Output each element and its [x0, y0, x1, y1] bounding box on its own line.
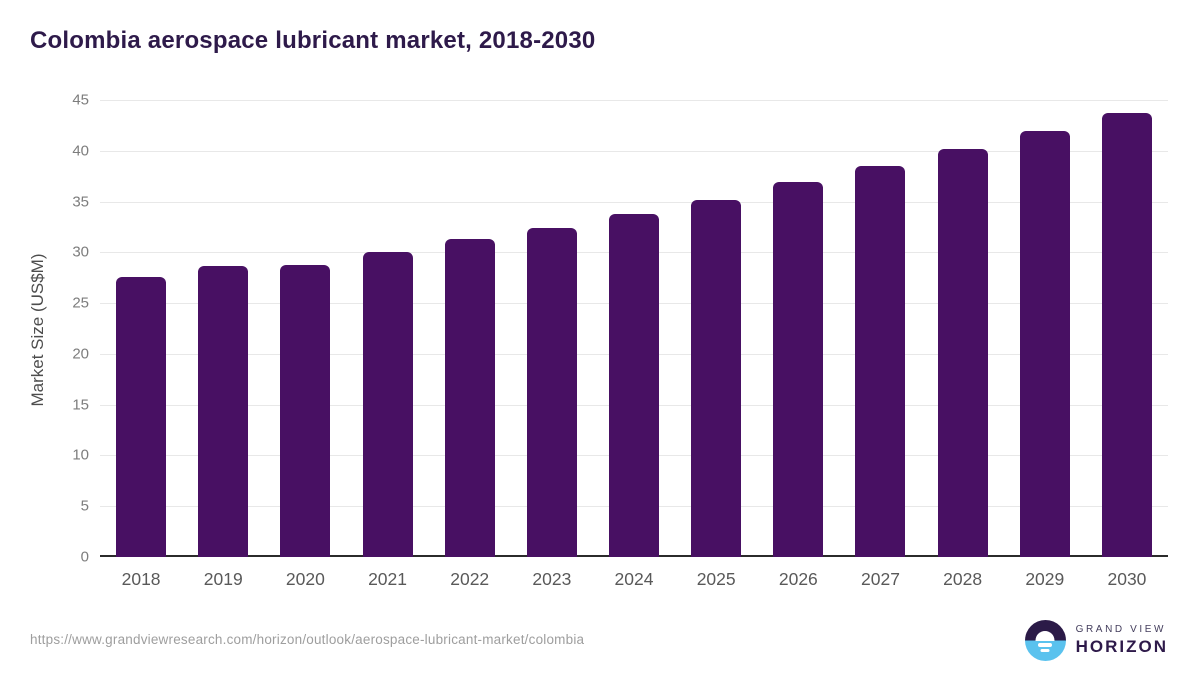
bar-2021: [362, 252, 413, 557]
y-tick-label: 0: [80, 548, 89, 566]
logo-text: GRAND VIEW HORIZON: [1076, 624, 1168, 657]
bar-2018: [116, 276, 167, 557]
x-tick-label: 2025: [696, 569, 736, 589]
bar-slot: [1004, 100, 1086, 557]
x-tick-label: 2029: [1025, 569, 1065, 589]
x-tick-label: 2024: [614, 569, 654, 589]
x-tick-label: 2023: [532, 569, 572, 589]
bar-2023: [526, 227, 577, 557]
source-url: https://www.grandviewresearch.com/horizo…: [30, 632, 585, 647]
x-tick-label: 2018: [121, 569, 161, 589]
bar-2022: [444, 239, 495, 557]
bar-2024: [609, 213, 660, 557]
logo-text-grand-view: GRAND VIEW: [1075, 624, 1167, 635]
bar-2029: [1019, 131, 1070, 557]
bar-slot: [757, 100, 839, 557]
y-tick-label: 15: [72, 396, 89, 414]
y-tick-label: 25: [72, 294, 89, 312]
y-tick-label: 45: [72, 91, 89, 109]
chart-title: Colombia aerospace lubricant market, 201…: [30, 27, 596, 54]
bar-2020: [280, 264, 331, 557]
x-tick-label: 2026: [778, 569, 818, 589]
horizon-logo-icon: [1024, 620, 1066, 661]
ripple-icon: [1038, 643, 1053, 647]
y-tick-label: 30: [72, 243, 89, 261]
y-axis-tick-labels: 0 5 10 15 20 25 30 35 40 45: [55, 92, 89, 566]
bar-slot: [839, 100, 921, 557]
x-tick-label: 2030: [1107, 569, 1147, 589]
bar-slot: [429, 100, 511, 557]
bar-slot: [182, 100, 264, 557]
bars-layer: [100, 100, 1168, 557]
bar-2028: [937, 148, 988, 557]
bar-2019: [198, 265, 249, 557]
bar-slot: [100, 100, 182, 557]
gridline: [100, 150, 1168, 152]
x-tick-label: 2027: [861, 569, 900, 589]
y-tick-label: 40: [72, 142, 89, 160]
y-axis-title: Market Size (US$M): [28, 253, 47, 407]
x-tick-label: 2020: [285, 569, 325, 589]
x-tick-label: 2022: [450, 569, 490, 589]
bar-slot: [511, 100, 593, 557]
bar-2026: [773, 182, 824, 557]
bar-2027: [855, 166, 906, 557]
plot-area: [100, 100, 1168, 557]
sun-icon: [1035, 631, 1055, 641]
bar-slot: [675, 100, 757, 557]
brand-logo: GRAND VIEW HORIZON: [1024, 620, 1168, 661]
bar-slot: [922, 100, 1004, 557]
x-axis-tick-labels: 2018 2019 2020 2021 2022 2023 2024 2025 2026 2027…: [100, 569, 1168, 590]
y-tick-label: 10: [72, 446, 89, 464]
x-tick-label: 2019: [203, 569, 243, 589]
gridline: [100, 100, 1168, 101]
bar-slot: [346, 100, 428, 557]
gridline: [100, 201, 1168, 203]
x-tick-label: 2021: [368, 569, 408, 589]
bar-slot: [264, 100, 346, 557]
y-tick-label: 35: [72, 193, 89, 211]
bar-2030: [1101, 113, 1152, 557]
x-tick-label: 2028: [943, 569, 983, 589]
bar-slot: [1086, 100, 1168, 557]
bar-2025: [691, 199, 742, 557]
bar-slot: [593, 100, 675, 557]
logo-text-horizon: HORIZON: [1075, 637, 1168, 656]
y-tick-label: 20: [72, 345, 89, 363]
y-tick-label: 5: [80, 497, 89, 515]
ripple-icon: [1040, 648, 1050, 653]
